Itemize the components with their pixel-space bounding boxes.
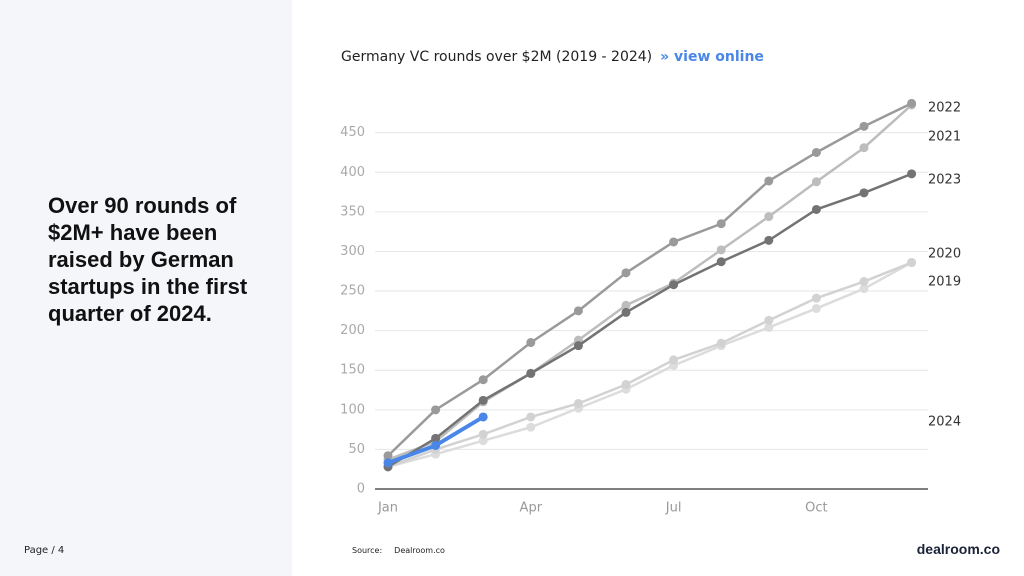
y-tick-label: 400 — [340, 165, 365, 180]
data-point — [764, 315, 774, 325]
data-point — [811, 177, 821, 187]
series-label: 2019 — [928, 275, 961, 290]
data-point — [478, 412, 488, 422]
data-point — [526, 338, 536, 348]
y-tick-label: 100 — [340, 402, 365, 417]
series-label: 2021 — [928, 130, 961, 145]
data-point — [526, 422, 536, 432]
data-point — [716, 257, 726, 267]
data-point — [383, 458, 393, 468]
data-point — [811, 147, 821, 157]
y-tick-label: 450 — [340, 125, 365, 140]
data-point — [859, 284, 869, 294]
data-point — [907, 98, 917, 108]
series-line — [387, 172, 913, 468]
y-tick-label: 350 — [340, 204, 365, 219]
source-name: Dealroom.co — [394, 546, 445, 555]
data-point — [478, 375, 488, 385]
data-point — [478, 436, 488, 446]
chart-title-row: Germany VC rounds over $2M (2019 - 2024)… — [341, 49, 764, 65]
data-point — [859, 121, 869, 131]
x-tick-label: Jul — [665, 501, 682, 516]
data-point — [669, 237, 679, 247]
data-point — [526, 368, 536, 378]
series-line — [387, 104, 913, 461]
series-label: 2020 — [928, 247, 961, 262]
data-point — [907, 169, 917, 179]
data-point — [431, 433, 441, 443]
x-tick-label: Oct — [805, 501, 827, 516]
data-point — [526, 412, 536, 422]
series-line — [387, 261, 913, 469]
data-point — [478, 429, 488, 439]
source: Source: Dealroom.co — [352, 546, 445, 555]
data-point — [764, 322, 774, 332]
data-point — [573, 398, 583, 408]
x-tick-label: Jan — [377, 501, 398, 516]
x-tick-label: Apr — [520, 501, 543, 516]
data-point — [383, 451, 393, 461]
data-point — [859, 277, 869, 287]
series-label: 2024 — [928, 415, 961, 430]
data-point — [859, 143, 869, 153]
side-panel — [0, 0, 292, 576]
data-point — [478, 395, 488, 405]
page-number: Page / 4 — [24, 545, 65, 556]
data-point — [431, 440, 441, 450]
data-point — [716, 245, 726, 255]
series-label: 2023 — [928, 173, 961, 188]
y-tick-label: 250 — [340, 284, 365, 299]
data-point — [764, 176, 774, 186]
data-point — [716, 219, 726, 229]
headline: Over 90 rounds of $2M+ have been raised … — [48, 193, 248, 326]
y-tick-label: 200 — [340, 323, 365, 338]
data-point — [764, 235, 774, 245]
data-point — [669, 355, 679, 365]
data-point — [621, 300, 631, 310]
y-tick-label: 300 — [340, 244, 365, 259]
chart-title: Germany VC rounds over $2M (2019 - 2024) — [341, 49, 653, 65]
series-line — [387, 102, 913, 457]
series-label: 2022 — [928, 101, 961, 116]
data-point — [573, 306, 583, 316]
source-label: Source: — [352, 546, 383, 555]
data-point — [907, 258, 917, 268]
data-point — [573, 341, 583, 351]
series-line — [387, 261, 913, 469]
data-point — [811, 293, 821, 303]
data-point — [811, 303, 821, 313]
data-point — [716, 338, 726, 348]
data-point — [431, 405, 441, 415]
data-point — [811, 204, 821, 214]
data-point — [859, 188, 869, 198]
view-online-link[interactable]: » view online — [660, 49, 764, 65]
data-point — [764, 212, 774, 222]
y-tick-label: 50 — [348, 442, 365, 457]
logo: dealroom.co — [916, 541, 1000, 557]
data-point — [621, 307, 631, 317]
data-point — [621, 268, 631, 278]
y-tick-label: 150 — [340, 363, 365, 378]
data-point — [621, 379, 631, 389]
y-tick-label: 0 — [357, 482, 365, 497]
data-point — [669, 280, 679, 290]
